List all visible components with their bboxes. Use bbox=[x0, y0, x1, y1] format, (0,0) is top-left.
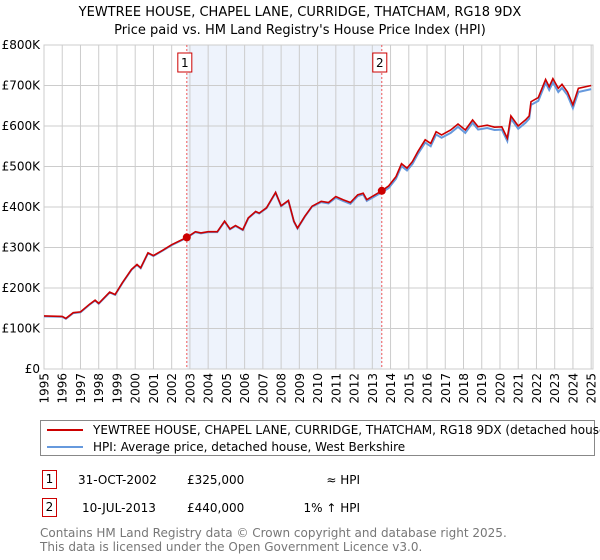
x-tick-label: 2001 bbox=[147, 373, 161, 404]
y-tick-label: £200K bbox=[2, 281, 42, 295]
price-paid-line bbox=[43, 76, 592, 320]
y-tick-label: £400K bbox=[2, 200, 42, 214]
x-tick-label: 2015 bbox=[402, 373, 416, 404]
x-tick-label: 1995 bbox=[38, 373, 52, 404]
x-tick-label: 2014 bbox=[384, 373, 398, 404]
footer-copyright: Contains HM Land Registry data © Crown c… bbox=[40, 526, 507, 540]
sale-point bbox=[377, 186, 386, 195]
transaction-price: £440,000 bbox=[187, 501, 245, 515]
x-tick-label: 2022 bbox=[530, 373, 544, 404]
x-tick-label: 2007 bbox=[256, 373, 270, 404]
x-tick-label: 2025 bbox=[585, 373, 599, 404]
x-tick-label: 2004 bbox=[202, 373, 216, 404]
x-tick-label: 2021 bbox=[512, 373, 526, 404]
x-tick-label: 2024 bbox=[566, 373, 580, 404]
x-tick-label: 2003 bbox=[183, 373, 197, 404]
x-tick-label: 2016 bbox=[421, 373, 435, 404]
y-tick-label: £0 bbox=[25, 362, 40, 376]
x-tick-label: 1998 bbox=[92, 373, 106, 404]
transaction-hpi: ≈ HPI bbox=[326, 473, 360, 487]
x-tick-label: 2010 bbox=[311, 373, 325, 404]
chart-title: YEWTREE HOUSE, CHAPEL LANE, CURRIDGE, TH… bbox=[78, 5, 522, 20]
y-tick-label: £600K bbox=[2, 119, 42, 133]
legend-item-price: YEWTREE HOUSE, CHAPEL LANE, CURRIDGE, TH… bbox=[47, 422, 600, 438]
footer-licence: This data is licensed under the Open Gov… bbox=[40, 540, 423, 554]
sale-label-box bbox=[177, 52, 193, 73]
x-tick-label: 2006 bbox=[238, 373, 252, 404]
legend-item-hpi: HPI: Average price, detached house, West… bbox=[47, 439, 405, 455]
sale-label: 2 bbox=[376, 56, 384, 70]
transaction-number: 2 bbox=[42, 498, 57, 517]
price-chart: YEWTREE HOUSE, CHAPEL LANE, CURRIDGE, TH… bbox=[2, 5, 599, 404]
x-tick-label: 2005 bbox=[220, 373, 234, 404]
transaction-date: 10-JUL-2013 bbox=[82, 501, 156, 515]
x-tick-label: 2017 bbox=[439, 373, 453, 404]
legend: YEWTREE HOUSE, CHAPEL LANE, CURRIDGE, TH… bbox=[40, 420, 600, 456]
x-tick-label: 2011 bbox=[329, 373, 343, 404]
transaction-date: 31-OCT-2002 bbox=[78, 473, 157, 487]
x-tick-label: 2008 bbox=[275, 373, 289, 404]
legend-label-price: YEWTREE HOUSE, CHAPEL LANE, CURRIDGE, TH… bbox=[93, 423, 600, 437]
x-tick-label: 2002 bbox=[165, 373, 179, 404]
x-tick-label: 2023 bbox=[548, 373, 562, 404]
x-tick-label: 2018 bbox=[457, 373, 471, 404]
x-tick-label: 1997 bbox=[74, 373, 88, 404]
x-tick-label: 2000 bbox=[129, 373, 143, 404]
x-tick-label: 2013 bbox=[366, 373, 380, 404]
transaction-number: 1 bbox=[42, 470, 57, 489]
legend-swatch-hpi bbox=[47, 446, 83, 448]
y-tick-label: £500K bbox=[2, 160, 42, 174]
transaction-hpi: 1% ↑ HPI bbox=[303, 501, 360, 515]
transaction-row: 1 31-OCT-2002 £325,000 ≈ HPI bbox=[40, 470, 440, 490]
legend-label-hpi: HPI: Average price, detached house, West… bbox=[93, 440, 406, 454]
sale-label-box bbox=[372, 52, 388, 73]
x-tick-label: 2019 bbox=[475, 373, 489, 404]
legend-swatch-price bbox=[47, 429, 83, 431]
x-tick-label: 2012 bbox=[348, 373, 362, 404]
sale-point bbox=[182, 233, 191, 242]
y-tick-label: £800K bbox=[2, 38, 42, 52]
sale-label: 1 bbox=[181, 56, 189, 70]
y-tick-label: £100K bbox=[2, 322, 42, 336]
y-tick-label: £700K bbox=[2, 79, 42, 93]
footer: Contains HM Land Registry data © Crown c… bbox=[40, 526, 507, 554]
transaction-row: 2 10-JUL-2013 £440,000 1% ↑ HPI bbox=[40, 498, 440, 518]
x-tick-label: 1999 bbox=[111, 373, 125, 404]
transaction-price: £325,000 bbox=[187, 473, 245, 487]
x-tick-label: 2009 bbox=[293, 373, 307, 404]
y-tick-label: £300K bbox=[2, 241, 42, 255]
chart-subtitle: Price paid vs. HM Land Registry's House … bbox=[114, 23, 486, 38]
x-tick-label: 2020 bbox=[494, 373, 508, 404]
x-tick-label: 1996 bbox=[56, 373, 70, 404]
